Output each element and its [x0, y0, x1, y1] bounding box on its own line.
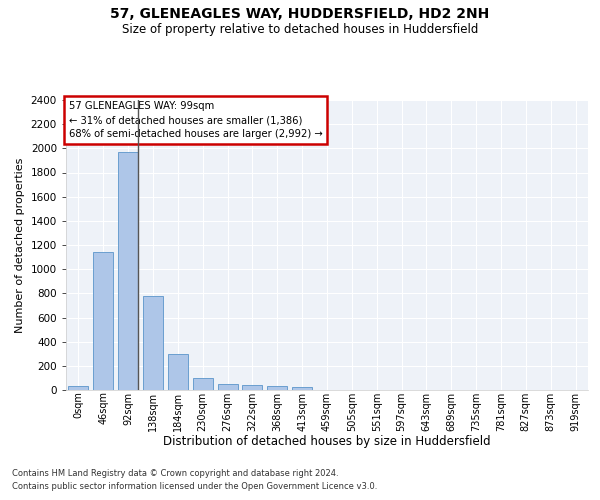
Y-axis label: Number of detached properties: Number of detached properties — [15, 158, 25, 332]
Text: 57 GLENEAGLES WAY: 99sqm
← 31% of detached houses are smaller (1,386)
68% of sem: 57 GLENEAGLES WAY: 99sqm ← 31% of detach… — [68, 102, 322, 140]
Bar — [68, 386, 88, 390]
Bar — [268, 386, 287, 390]
Bar — [168, 354, 188, 390]
Text: 57, GLENEAGLES WAY, HUDDERSFIELD, HD2 2NH: 57, GLENEAGLES WAY, HUDDERSFIELD, HD2 2N… — [110, 8, 490, 22]
Bar — [218, 384, 238, 390]
Text: Size of property relative to detached houses in Huddersfield: Size of property relative to detached ho… — [122, 22, 478, 36]
Text: Contains public sector information licensed under the Open Government Licence v3: Contains public sector information licen… — [12, 482, 377, 491]
Bar — [193, 378, 212, 390]
Bar — [143, 296, 163, 390]
Bar — [118, 152, 138, 390]
Bar — [292, 388, 312, 390]
Bar — [242, 385, 262, 390]
Text: Distribution of detached houses by size in Huddersfield: Distribution of detached houses by size … — [163, 435, 491, 448]
Text: Contains HM Land Registry data © Crown copyright and database right 2024.: Contains HM Land Registry data © Crown c… — [12, 468, 338, 477]
Bar — [94, 252, 113, 390]
